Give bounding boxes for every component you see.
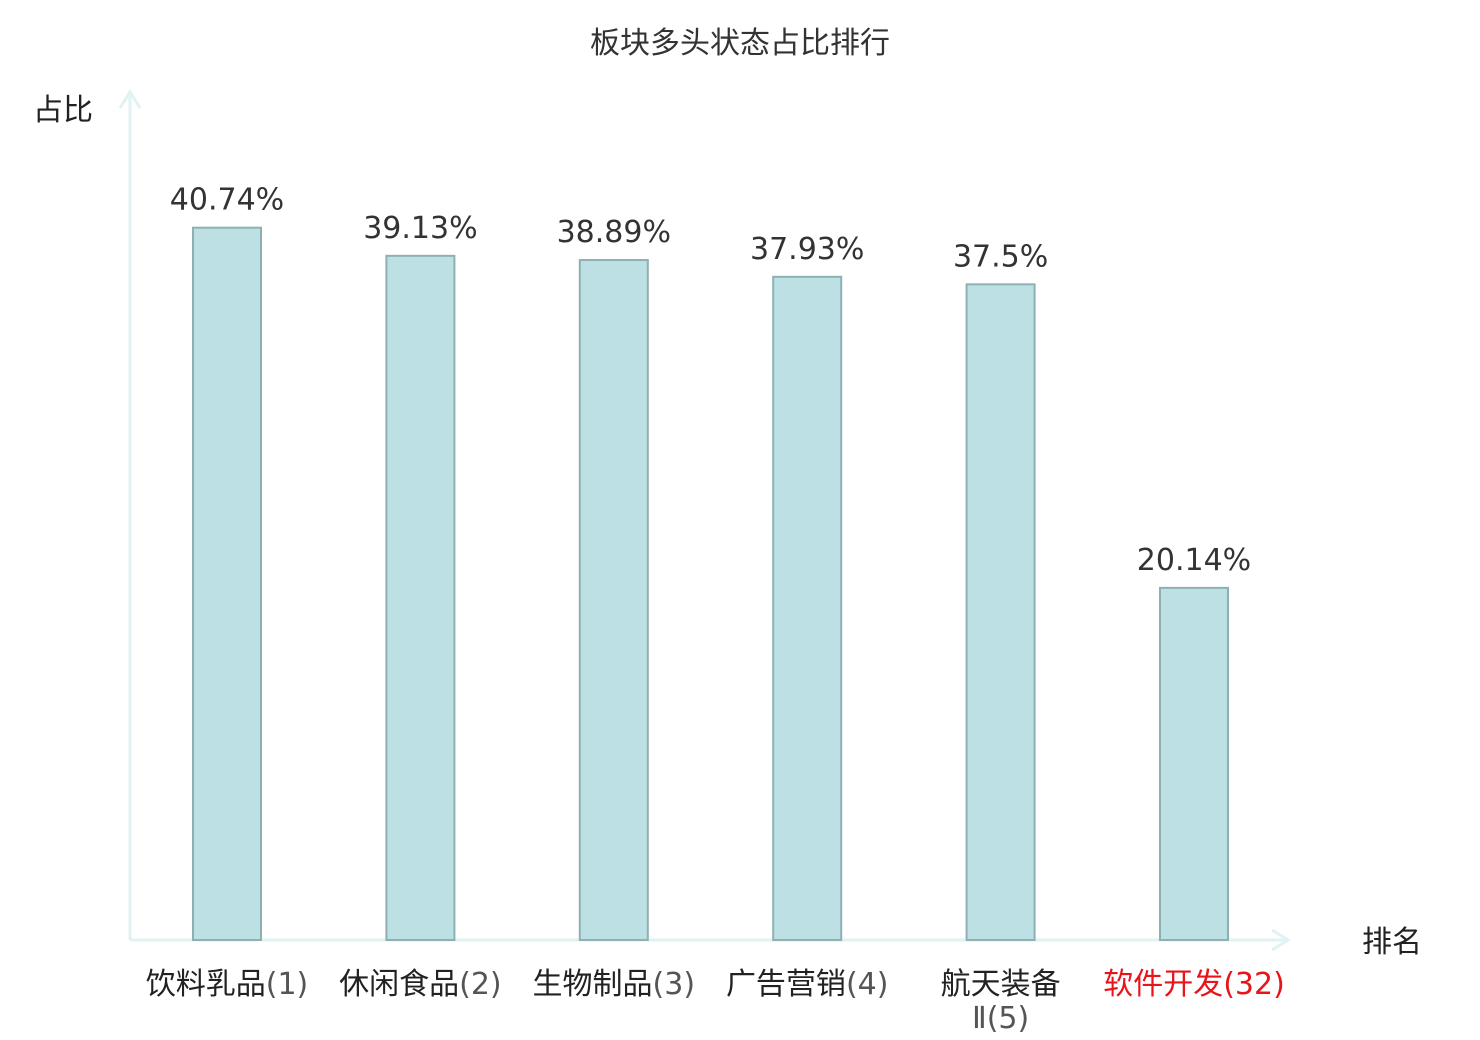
category-label-3: 生物制品(3) <box>533 967 696 1002</box>
bar-6 <box>1159 586 1229 941</box>
value-labels-group: 40.74% 39.13% 38.89% 37.93% 37.5% 20.14% <box>170 183 1251 578</box>
bar-1 <box>192 226 262 941</box>
category-label-5: 航天装备 Ⅱ(5) <box>941 967 1061 1036</box>
category-rank: (32) <box>1223 967 1285 1002</box>
category-name: 饮料乳品 <box>146 967 266 1002</box>
bar-3 <box>578 259 649 942</box>
bar-2 <box>385 254 456 942</box>
category-name: 生物制品 <box>533 967 653 1002</box>
category-rank: Ⅱ(5) <box>972 1001 1029 1036</box>
x-axis-arrow-icon <box>1271 928 1291 952</box>
category-rank: (2) <box>459 967 502 1002</box>
bar-4 <box>772 275 843 942</box>
chart-title: 板块多头状态占比排行 <box>590 26 890 61</box>
category-labels-group: 饮料乳品(1) 休闲食品(2) 生物制品(3) 广告营销(4) 航天装备 Ⅱ(5) 软件开发… <box>146 967 1285 1036</box>
value-label-2: 39.13% <box>363 211 477 246</box>
y-axis-arrow-icon <box>118 89 142 109</box>
y-axis: 占比 <box>33 89 142 940</box>
category-name: 软件开发 <box>1103 967 1223 1002</box>
value-label-5: 37.5% <box>953 239 1048 274</box>
category-label-6: 软件开发(32) <box>1103 967 1285 1002</box>
category-rank: (1) <box>266 967 309 1002</box>
category-rank: (4) <box>846 967 889 1002</box>
value-label-1: 40.74% <box>170 183 284 218</box>
category-label-1: 饮料乳品(1) <box>146 967 309 1002</box>
y-axis-label: 占比 <box>33 93 93 128</box>
category-label-2: 休闲食品(2) <box>339 967 502 1002</box>
value-label-4: 37.93% <box>750 232 864 267</box>
category-name: 广告营销 <box>726 967 846 1002</box>
category-rank: (3) <box>653 967 696 1002</box>
category-name: 休闲食品 <box>339 967 459 1002</box>
bar-5 <box>965 283 1036 941</box>
x-axis-label: 排名 <box>1362 925 1422 960</box>
x-axis: 排名 <box>130 925 1422 960</box>
value-label-6: 20.14% <box>1137 543 1251 578</box>
category-label-4: 广告营销(4) <box>726 967 889 1002</box>
value-label-3: 38.89% <box>557 215 671 250</box>
category-name: 航天装备 <box>941 967 1061 1002</box>
bars-group <box>192 226 1229 942</box>
